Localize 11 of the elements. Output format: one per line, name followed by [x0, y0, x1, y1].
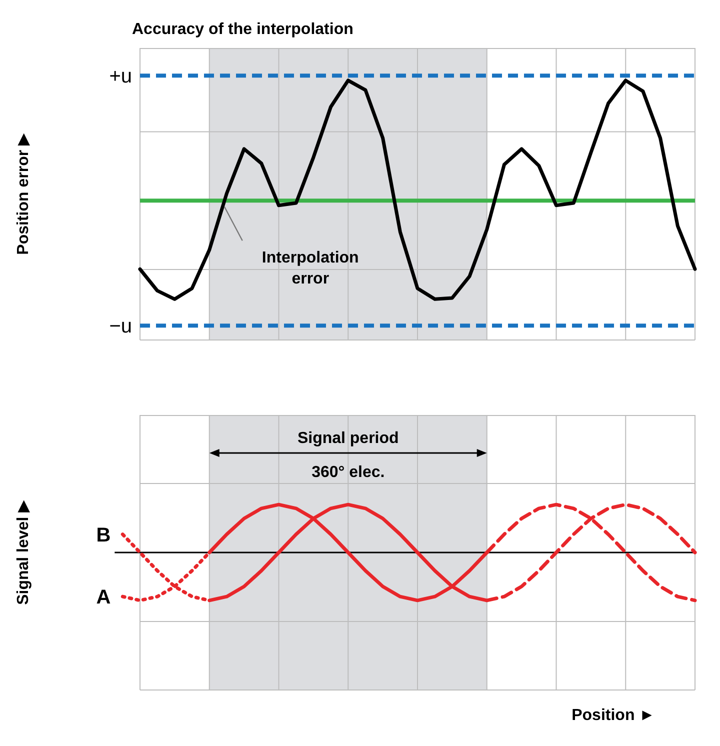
y-axis-title: Position error ▶ — [15, 132, 32, 255]
ref-line-label: −u — [109, 316, 132, 338]
annotation: Interpolation error — [262, 250, 359, 288]
series-label: A — [96, 586, 111, 609]
text: 360° elec. — [312, 464, 385, 481]
x-axis-title: Position ► — [572, 707, 655, 724]
text: Signal period — [297, 430, 399, 447]
chart-title: Accuracy of the interpolation — [132, 21, 354, 38]
ref-line-label: +u — [109, 66, 132, 88]
series-label: B — [96, 524, 111, 546]
y-axis-title: Signal level ▶ — [15, 499, 32, 605]
